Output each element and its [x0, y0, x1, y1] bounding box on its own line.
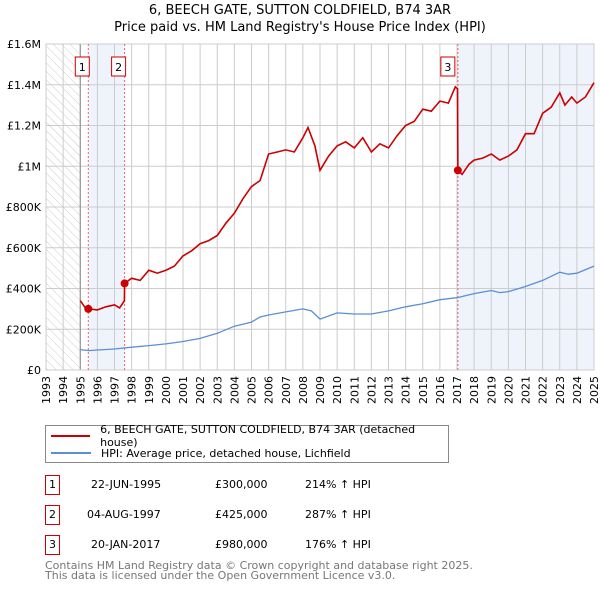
x-tick-label: 2011: [348, 376, 361, 404]
x-tick-label: 1996: [91, 376, 104, 404]
x-tick-label: 1999: [143, 376, 156, 404]
sale-price: £300,000: [215, 478, 268, 491]
x-tick-label: 1998: [126, 376, 139, 404]
sale-price: £980,000: [215, 538, 268, 551]
legend-swatch: [51, 452, 91, 454]
sale-badge-label: 1: [79, 61, 86, 74]
x-tick-label: 2004: [228, 376, 241, 404]
x-tick-label: 2013: [383, 376, 396, 404]
x-tick-label: 2010: [331, 376, 344, 404]
x-tick-label: 2023: [554, 376, 567, 404]
y-tick-label: £400K: [6, 283, 42, 296]
x-tick-label: 2005: [246, 376, 259, 404]
sale-badge: [74, 56, 90, 77]
y-tick-label: £1.4M: [7, 79, 41, 92]
sale-date: 04-AUG-1997: [87, 508, 161, 521]
sale-hpi-change: 176% ↑ HPI: [305, 538, 371, 551]
legend: 6, BEECH GATE, SUTTON COLDFIELD, B74 3AR…: [45, 423, 449, 463]
sale-hpi-change: 214% ↑ HPI: [305, 478, 371, 491]
y-tick-label: £0: [27, 364, 41, 377]
sale-row: 1 22-JUN-1995 £300,000 214% ↑ HPI: [45, 475, 465, 495]
plot-border: [45, 43, 595, 371]
footer: Contains HM Land Registry data © Crown c…: [45, 559, 473, 582]
x-tick-label: 2021: [520, 376, 533, 404]
y-tick-label: £600K: [6, 242, 42, 255]
sale-badge-label: 2: [115, 61, 122, 74]
sale-badge-label: 3: [444, 61, 451, 74]
sale-badge: [440, 56, 456, 77]
x-tick-label: 2014: [400, 376, 413, 404]
sale-row: 3 20-JAN-2017 £980,000 176% ↑ HPI: [45, 535, 465, 555]
x-tick-label: 2009: [314, 376, 327, 404]
x-tick-label: 2002: [194, 376, 207, 404]
x-tick-label: 2024: [571, 376, 584, 404]
footer-line: This data is licensed under the Open Gov…: [45, 569, 396, 582]
x-tick-label: 1995: [74, 376, 87, 404]
x-tick-label: 2015: [417, 376, 430, 404]
x-tick-label: 1993: [40, 376, 53, 404]
chart-title: 6, BEECH GATE, SUTTON COLDFIELD, B74 3AR: [148, 3, 452, 18]
x-tick-label: 2022: [537, 376, 550, 404]
sale-point: [453, 166, 462, 175]
x-tick-label: 2007: [280, 376, 293, 404]
y-tick-label: £800K: [6, 201, 42, 214]
x-tick-label: 2019: [485, 376, 498, 404]
footer-line: Contains HM Land Registry data © Crown c…: [45, 559, 473, 572]
sale-point: [84, 304, 93, 313]
legend-item-property: 6, BEECH GATE, SUTTON COLDFIELD, B74 3AR…: [46, 423, 448, 449]
x-tick-label: 2017: [451, 376, 464, 404]
x-tick-label: 2008: [297, 376, 310, 404]
x-tick-label: 2020: [502, 376, 515, 404]
y-tick-label: £200K: [6, 323, 42, 336]
x-tick-label: 2016: [434, 376, 447, 404]
sale-badge: 3: [45, 535, 60, 555]
property-price-line: [79, 82, 595, 311]
x-tick-label: 2012: [365, 376, 378, 404]
sale-point: [120, 279, 129, 288]
sale-badge: [111, 56, 127, 77]
hpi-line: [80, 265, 595, 352]
sale-hpi-change: 287% ↑ HPI: [305, 508, 371, 521]
y-tick-label: £1.2M: [7, 120, 41, 133]
x-tick-label: 1994: [57, 376, 70, 404]
legend-label: HPI: Average price, detached house, Lich…: [101, 446, 351, 460]
plot-area: 1993 1994 1995 1996 1997 1998 1999 2000 2001 2002…: [6, 38, 600, 404]
sale-price: £425,000: [215, 508, 268, 521]
sale-badge: 2: [45, 505, 60, 525]
legend-label: 6, BEECH GATE, SUTTON COLDFIELD, B74 3AR…: [100, 423, 416, 449]
x-tick-label: 2000: [160, 376, 173, 404]
x-tick-label: 2018: [468, 376, 481, 404]
legend-item-hpi: HPI: Average price, detached house, Lich…: [46, 445, 351, 461]
y-tick-label: £1.6M: [7, 38, 41, 51]
sale-row: 2 04-AUG-1997 £425,000 287% ↑ HPI: [45, 505, 465, 525]
x-tick-label: 2001: [177, 376, 190, 404]
sale-date: 22-JUN-1995: [91, 478, 162, 491]
legend-swatch: [51, 435, 91, 437]
y-tick-label: £1M: [18, 160, 42, 173]
x-tick-label: 2025: [588, 376, 600, 404]
sale-badge: 1: [45, 475, 60, 495]
chart-subtitle: Price paid vs. HM Land Registry's House …: [114, 20, 486, 35]
sale-date: 20-JAN-2017: [91, 538, 161, 551]
x-tick-label: 2006: [263, 376, 276, 404]
x-tick-label: 1997: [109, 376, 122, 404]
x-tick-label: 2003: [211, 376, 224, 404]
